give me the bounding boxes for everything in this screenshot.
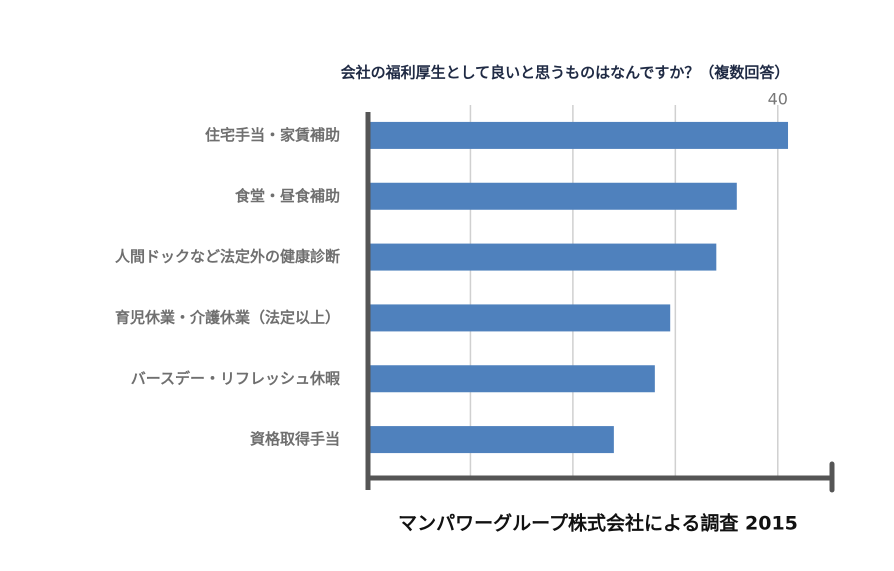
bar [368, 182, 737, 210]
bar [368, 426, 614, 454]
y-tick-label: 食堂・昼食補助 [235, 187, 340, 205]
source-note: マンパワーグループ株式会社による調査 2015 [398, 512, 798, 535]
chart-title: 会社の福利厚生として良いと思うものはなんですか？（複数回答） [341, 64, 790, 82]
x-tick-label: 40 [768, 90, 788, 109]
y-tick-label: 資格取得手当 [250, 430, 340, 448]
bar [368, 121, 789, 149]
bar [368, 365, 655, 393]
y-tick-label: 住宅手当・家賃補助 [205, 126, 340, 144]
bar [368, 304, 671, 332]
y-tick-label: 人間ドックなど法定外の健康診断 [115, 248, 340, 266]
y-tick-label: 育児休業・介護休業（法定以上） [115, 308, 340, 326]
y-tick-label: バースデー・リフレッシュ休暇 [131, 369, 340, 387]
bar [368, 243, 717, 271]
